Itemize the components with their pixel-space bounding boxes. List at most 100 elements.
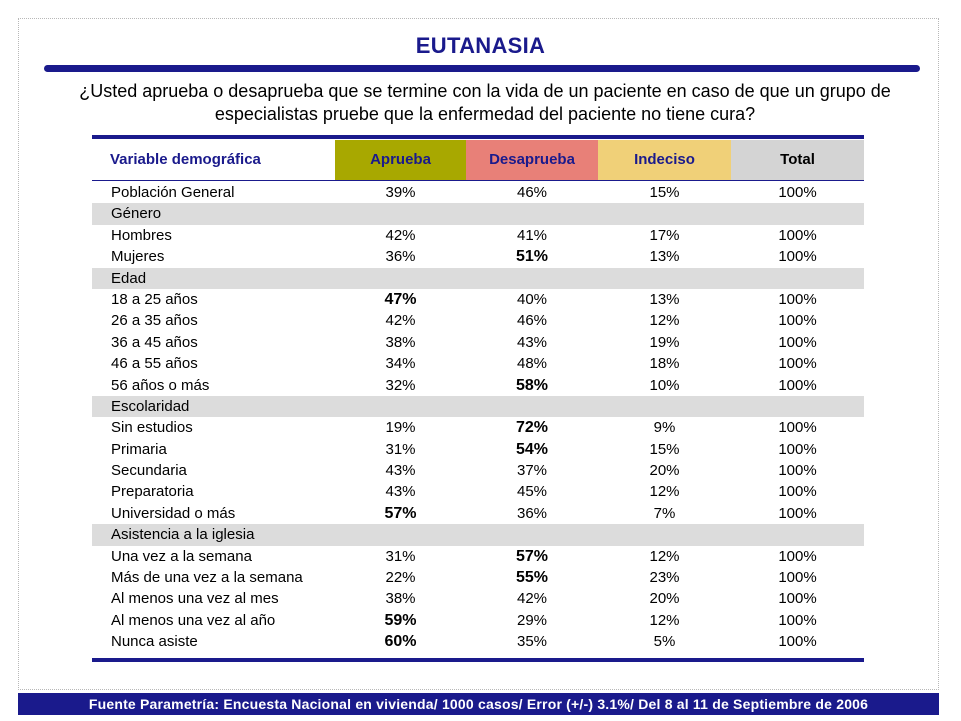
row-label: 26 a 35 años <box>111 312 198 330</box>
cell-aprueba: 42% <box>385 312 416 330</box>
cell-total: 100% <box>778 462 817 480</box>
cell-total: 100% <box>778 226 817 244</box>
table-row: 18 a 25 años 47% 40% 13% 100% <box>92 289 864 310</box>
table-row: Al menos una vez al mes 38% 42% 20% 100% <box>92 588 864 609</box>
cell-indeciso: 18% <box>649 355 680 373</box>
table-header: Variable demográfica Aprueba Desaprueba … <box>92 140 864 180</box>
cell-desaprueba: 43% <box>516 333 548 351</box>
group-row: Escolaridad <box>92 395 864 418</box>
row-label: Nunca asiste <box>111 633 198 651</box>
cell-desaprueba: 57% <box>515 547 549 565</box>
cell-total: 100% <box>778 504 817 522</box>
cell-indeciso: 10% <box>649 376 680 394</box>
cell-indeciso: 20% <box>649 462 680 480</box>
cell-desaprueba: 29% <box>516 611 548 629</box>
cell-total: 100% <box>778 355 817 373</box>
table-row: Preparatoria 43% 45% 12% 100% <box>92 481 864 502</box>
cell-indeciso: 7% <box>653 504 676 522</box>
cell-indeciso: 19% <box>649 333 680 351</box>
cell-aprueba: 59% <box>384 611 417 629</box>
cell-desaprueba: 40% <box>516 290 548 308</box>
table-row: Población General 39% 46% 15% 100% <box>92 182 864 203</box>
page-title: EUTANASIA <box>415 33 546 58</box>
row-label: Al menos una vez al mes <box>111 590 279 608</box>
cell-aprueba: 60% <box>384 633 417 651</box>
cell-total: 100% <box>778 483 817 501</box>
group-label: Escolaridad <box>111 397 190 415</box>
cell-total: 100% <box>778 611 817 629</box>
cell-aprueba: 34% <box>385 355 416 373</box>
cell-desaprueba: 35% <box>516 633 548 651</box>
table-row: Mujeres 36% 51% 13% 100% <box>92 246 864 267</box>
row-label: Universidad o más <box>111 504 236 522</box>
cell-indeciso: 12% <box>649 312 680 330</box>
group-label: Asistencia a la iglesia <box>111 526 255 544</box>
cell-indeciso: 20% <box>649 590 680 608</box>
table-row: Primaria 31% 54% 15% 100% <box>92 439 864 460</box>
row-label: 36 a 45 años <box>111 333 198 351</box>
cell-indeciso: 12% <box>649 547 680 565</box>
table-row: Al menos una vez al año 59% 29% 12% 100% <box>92 610 864 631</box>
cell-indeciso: 13% <box>649 290 680 308</box>
title-divider <box>44 65 920 72</box>
cell-aprueba: 22% <box>385 569 416 587</box>
table-row: Nunca asiste 60% 35% 5% 100% <box>92 631 864 652</box>
cell-aprueba: 43% <box>385 462 416 480</box>
cell-indeciso: 13% <box>649 248 680 266</box>
group-label: Género <box>111 205 162 223</box>
header-aprueba: Aprueba <box>335 140 466 180</box>
cell-desaprueba: 46% <box>516 312 548 330</box>
table-row: 46 a 55 años 34% 48% 18% 100% <box>92 353 864 374</box>
source-footer: Fuente Parametría: Encuesta Nacional en … <box>18 693 939 715</box>
survey-question: ¿Usted aprueba o desaprueba que se termi… <box>79 81 891 124</box>
row-label: Primaria <box>111 440 167 458</box>
header-total: Total <box>731 140 864 180</box>
cell-total: 100% <box>778 440 817 458</box>
cell-desaprueba: 48% <box>516 355 548 373</box>
cell-aprueba: 47% <box>384 290 417 308</box>
cell-aprueba: 36% <box>385 248 416 266</box>
cell-total: 100% <box>778 633 817 651</box>
cell-total: 100% <box>778 590 817 608</box>
table-row: 36 a 45 años 38% 43% 19% 100% <box>92 332 864 353</box>
group-row: Asistencia a la iglesia <box>92 524 864 546</box>
cell-indeciso: 15% <box>649 440 680 458</box>
cell-total: 100% <box>778 333 817 351</box>
row-label: Al menos una vez al año <box>111 611 276 629</box>
cell-total: 100% <box>778 376 817 394</box>
row-label: Población General <box>111 184 235 201</box>
cell-desaprueba: 55% <box>515 569 549 587</box>
row-label: Mujeres <box>111 248 165 266</box>
table-row: 26 a 35 años 42% 46% 12% 100% <box>92 310 864 331</box>
table-row: Secundaria 43% 37% 20% 100% <box>92 460 864 481</box>
cell-desaprueba: 54% <box>515 440 549 458</box>
table-row: 56 años o más 32% 58% 10% 100% <box>92 375 864 396</box>
group-label: Edad <box>111 269 147 287</box>
table-row: Más de una vez a la semana 22% 55% 23% 100% <box>92 567 864 588</box>
row-label: Preparatoria <box>111 483 194 501</box>
table-row: Sin estudios 19% 72% 9% 100% <box>92 417 864 438</box>
row-label: 56 años o más <box>111 376 210 394</box>
cell-total: 100% <box>778 290 817 308</box>
cell-desaprueba: 45% <box>516 483 548 501</box>
row-label: 18 a 25 años <box>111 290 198 308</box>
table-top-rule <box>92 135 864 139</box>
header-variable: Variable demográfica <box>92 140 335 180</box>
table-row: Universidad o más 57% 36% 7% 100% <box>92 503 864 524</box>
header-indeciso: Indeciso <box>598 140 731 180</box>
cell-aprueba: 19% <box>385 419 416 437</box>
cell-aprueba: 43% <box>385 483 416 501</box>
cell-indeciso: 12% <box>649 611 680 629</box>
row-label: Hombres <box>111 226 172 244</box>
cell-total: 100% <box>778 248 817 266</box>
cell-indeciso: 12% <box>649 483 680 501</box>
group-row: Edad <box>92 267 864 289</box>
cell-total: 100% <box>778 184 817 201</box>
cell-aprueba: 31% <box>385 440 416 458</box>
cell-aprueba: 38% <box>385 590 416 608</box>
cell-aprueba: 32% <box>385 376 416 394</box>
cell-aprueba: 57% <box>384 504 417 522</box>
cell-total: 100% <box>778 312 817 330</box>
row-label: 46 a 55 años <box>111 355 198 373</box>
cell-desaprueba: 41% <box>516 226 548 244</box>
